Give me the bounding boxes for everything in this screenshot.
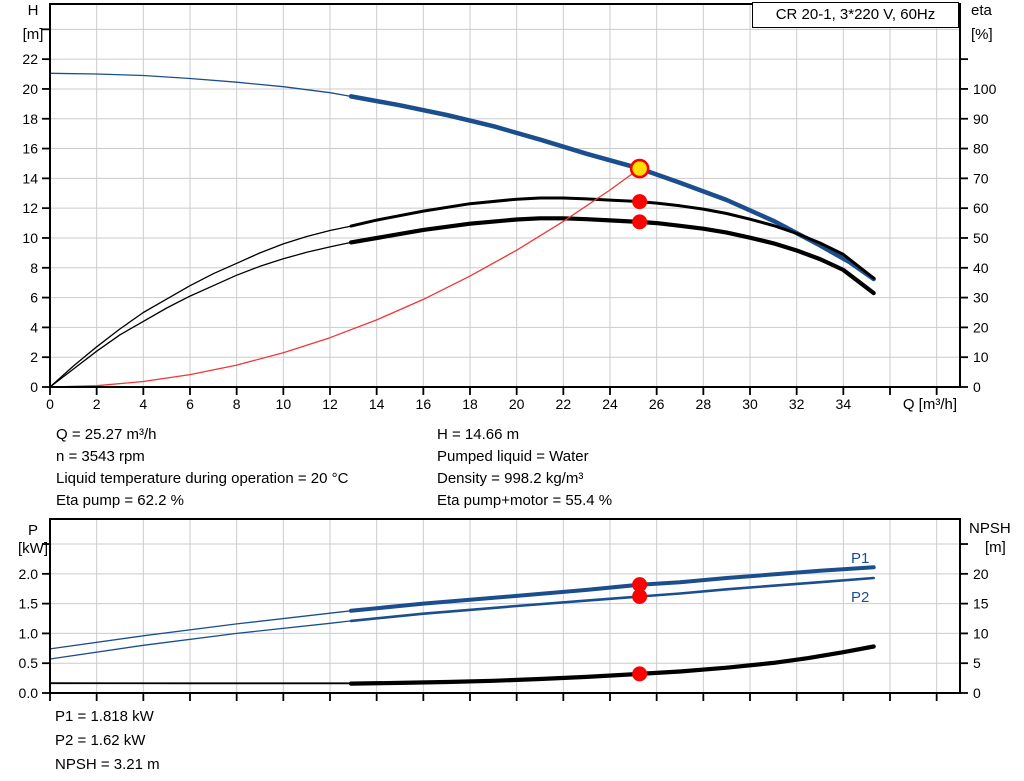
eta-pump-curve [349, 196, 876, 280]
plot-border [49, 518, 961, 694]
y-left-tick-label: 18 [22, 111, 38, 127]
x-tick-label: 2 [93, 396, 101, 412]
chart-title-box: CR 20-1, 3*220 V, 60Hz [752, 2, 959, 28]
axis-title: NPSH [969, 520, 1011, 537]
x-tick-label: 30 [742, 396, 758, 412]
eta-pump-motor-curve [348, 216, 876, 296]
eta-pump-curve-thin [49, 225, 352, 388]
y-left-tick-label: 14 [22, 170, 38, 186]
result-line-p2: P2 = 1.62 kW [55, 732, 146, 749]
y-left-tick-label: 6 [30, 290, 38, 306]
x-tick-label: 0 [46, 396, 54, 412]
curve-label-p2: P2 [851, 589, 869, 606]
y-right-tick-label: 10 [973, 349, 989, 365]
info-line-density: Density = 998.2 kg/m³ [437, 470, 584, 487]
axis-title: [kW] [18, 540, 48, 557]
info-line-eta-pump: Eta pump = 62.2 % [56, 492, 184, 509]
system-curve [49, 167, 641, 388]
y-left-tick-label: 20 [22, 81, 38, 97]
info-line-temperature: Liquid temperature during operation = 20… [56, 470, 349, 487]
y-left-tick-label: 2 [30, 349, 38, 365]
hq-eta-chart: 0 2 4 6 8 10 12 14 16 18 20 22 24 26 28 30 32 34024681012… [22, 2, 997, 413]
info-line-liquid: Pumped liquid = Water [437, 448, 589, 465]
p2-curve [349, 576, 875, 623]
axis-title: [m] [985, 539, 1006, 556]
axis-title: H [28, 2, 39, 19]
y-left-tick-label: 10 [22, 230, 38, 246]
y-left-tick-label: 8 [30, 260, 38, 276]
axis-title: P [28, 522, 38, 539]
axis-title: Q [m³/h] [903, 396, 957, 413]
x-tick-label: 16 [416, 396, 432, 412]
y-left-tick-label: 1.5 [19, 596, 39, 612]
results-block: P1 = 1.818 kW P2 = 1.62 kW NPSH = 3.21 m [55, 705, 160, 777]
x-tick-label: 32 [789, 396, 805, 412]
info-line-q: Q = 25.27 m³/h [56, 426, 157, 443]
duty-info-left: Q = 25.27 m³/h n = 3543 rpm Liquid tempe… [56, 424, 348, 512]
y-left-tick-label: 12 [22, 200, 38, 216]
x-tick-label: 26 [649, 396, 665, 412]
y-right-tick-label: 90 [973, 111, 989, 127]
y-left-tick-label: 0.5 [19, 655, 39, 671]
y-left-tick-label: 16 [22, 141, 38, 157]
eta-pump-motor-curve-thin [49, 241, 352, 388]
y-right-tick-label: 0 [973, 379, 981, 395]
x-tick-label: 4 [139, 396, 147, 412]
npsh-curve [348, 644, 876, 686]
npsh-point [632, 666, 648, 682]
p1-point [632, 577, 648, 593]
info-line-speed: n = 3543 rpm [56, 448, 145, 465]
y-right-tick-label: 60 [973, 200, 989, 216]
y-right-tick-label: 15 [973, 596, 989, 612]
x-tick-label: 10 [276, 396, 292, 412]
y-left-tick-label: 22 [22, 51, 38, 67]
y-right-tick-label: 30 [973, 290, 989, 306]
y-left-tick-label: 0 [30, 379, 38, 395]
duty-point [629, 158, 650, 179]
axis-title: [m] [23, 26, 44, 43]
p1-curve [349, 565, 876, 613]
y-right-tick-label: 20 [973, 566, 989, 582]
y-left-tick-label: 4 [30, 319, 38, 335]
result-line-p1: P1 = 1.818 kW [55, 708, 154, 725]
x-tick-label: 22 [556, 396, 572, 412]
x-tick-label: 8 [233, 396, 241, 412]
x-tick-label: 6 [186, 396, 194, 412]
x-tick-label: 28 [696, 396, 712, 412]
y-left-tick-label: 0.0 [19, 685, 39, 701]
info-line-h: H = 14.66 m [437, 426, 520, 443]
power-npsh-chart: 0.0 0.5 1.0 1.5 2.0 0 5 10 15 20 P[kW] NPSH [m] P1 P2 [18, 518, 1011, 701]
duty-info-right: H = 14.66 m Pumped liquid = Water Densit… [437, 424, 612, 512]
y-right-tick-label: 100 [973, 81, 997, 97]
x-tick-label: 12 [322, 396, 338, 412]
info-line-eta-total: Eta pump+motor = 55.4 % [437, 492, 613, 509]
eta-pump-point [632, 194, 648, 210]
y-right-tick-label: 70 [973, 170, 989, 186]
y-left-tick-label: 1.0 [19, 625, 39, 641]
y-right-tick-label: 50 [973, 230, 989, 246]
hq-curve-thin [49, 72, 352, 98]
y-right-tick-label: 80 [973, 141, 989, 157]
y-right-tick-label: 10 [973, 625, 989, 641]
y-right-tick-label: 5 [973, 655, 981, 671]
x-tick-label: 14 [369, 396, 385, 412]
p1-curve-thin [49, 610, 352, 650]
x-tick-label: 34 [836, 396, 852, 412]
y-right-tick-label: 40 [973, 260, 989, 276]
axis-title: [%] [971, 26, 993, 43]
y-right-tick-label: 20 [973, 319, 989, 335]
x-tick-label: 20 [509, 396, 525, 412]
result-line-npsh: NPSH = 3.21 m [55, 756, 160, 773]
y-right-tick-label: 0 [973, 685, 981, 701]
p2-curve-thin [49, 620, 352, 660]
eta-pump-motor-point [632, 214, 648, 230]
x-tick-label: 18 [462, 396, 478, 412]
x-tick-label: 24 [602, 396, 618, 412]
p2-point [632, 588, 648, 604]
y-left-tick-label: 2.0 [19, 566, 39, 582]
plot-border [49, 3, 961, 388]
axis-title: eta [971, 2, 993, 19]
curve-label-p1: P1 [851, 550, 869, 567]
